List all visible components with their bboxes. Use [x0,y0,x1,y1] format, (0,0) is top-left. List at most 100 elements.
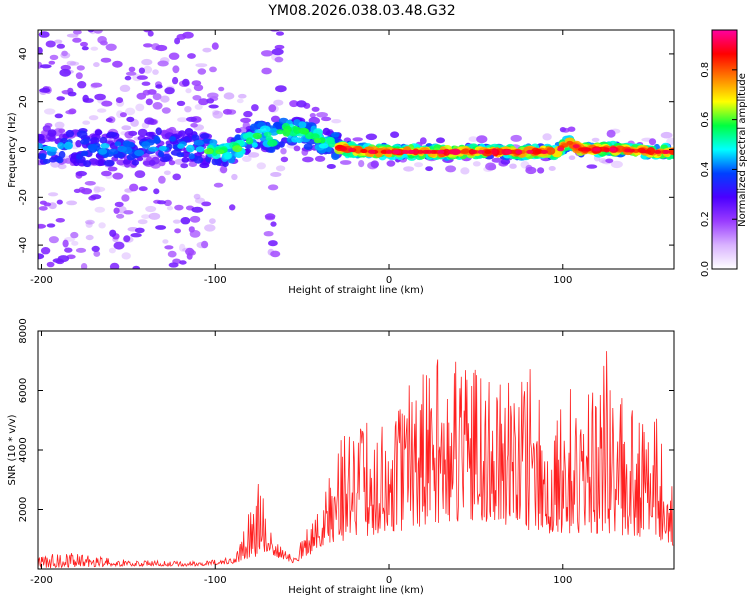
spectrogram-cell [49,157,57,163]
spectrogram-cell [515,149,523,154]
spectrogram-cell [526,149,534,154]
spectrogram-cell [206,98,215,104]
spectrogram-cell [163,199,172,207]
spectrogram-cell [331,132,340,138]
spectrogram-cell [141,58,153,66]
spectrogram-cell [313,138,322,144]
spectrogram-cell [66,33,79,38]
spectrogram-cell [87,30,95,33]
spectrogram-cell [177,143,185,149]
spectrogram-cell [58,150,66,159]
spectrogram-cell [223,92,235,100]
spectrogram-cell [263,131,272,137]
spectrogram-cell [100,57,112,63]
spectrogram-cell [148,212,161,220]
colorbar-tick-label: 0.6 [700,112,711,128]
spectrogram-cell [176,100,186,106]
spectrogram-cell [82,120,91,125]
spectrogram-cell [184,106,192,113]
spectrogram-cell [188,226,195,233]
spectrogram-cell [136,92,147,100]
spectrogram-cell [500,158,511,165]
spectrogram-cell [298,127,309,135]
spectrogram-cell [157,60,169,67]
spectrogram-cell [103,159,115,167]
spectrogram-cell [42,158,51,164]
spectrogram-cell [654,149,662,154]
spectrogram-cell [199,133,210,139]
spectrogram-cell [416,149,424,154]
snr-y-label: SNR (10 * v/v) [7,414,18,485]
y-tick-label: 2000 [18,497,29,522]
spectrogram-cell [147,30,154,37]
spectrogram-cell [188,153,195,160]
spectrogram-cell [386,160,396,167]
spectrogram-cell [201,201,212,207]
spectrogram-cell [42,145,53,151]
spectrogram-cell [71,240,79,246]
spectrogram-cell [121,194,130,202]
spectrogram-cell [72,37,82,43]
spectrogram-cell [177,117,188,123]
spectrogram-cell [80,263,88,269]
colorbar-gradient [712,30,737,269]
y-tick-label: -40 [18,237,29,253]
spectrogram-cell [188,161,197,167]
spectrogram-cell [73,30,82,35]
spectrogram-cell [605,158,614,164]
spectrogram-cell [559,127,567,133]
spectrogram-cell [98,222,106,229]
spectrogram-cell [385,149,393,154]
spectrogram-cell [598,158,608,164]
spectrogram-cell [56,43,65,49]
spectrogram-cell [55,218,65,223]
figure-title: YM08.2026.038.03.48.G32 [267,3,455,19]
spectrogram-cell [54,121,65,129]
spectrogram-cell [172,76,179,85]
spectrogram-cell [130,233,142,238]
spectrogram-cell [185,88,192,94]
spectrogram-cell [76,65,85,71]
spectrogram-cells [38,30,674,269]
spectrogram-cell [193,139,205,146]
spectrogram-cell [510,134,522,142]
spectrogram-cell [190,123,198,128]
spectrogram-cell [168,262,179,268]
spectrogram-cell [181,157,190,163]
spectrogram-cell [75,170,88,177]
spectrogram-cell [94,206,106,213]
spectrogram-cell [264,213,276,220]
spectrogram-cell [90,194,102,200]
spectrogram-cell [73,188,81,193]
spectrogram-cell [189,215,201,223]
spectrogram-cell [80,188,93,195]
spectrogram-cell [107,148,119,155]
x-tick-label: 100 [553,275,572,286]
spectrogram-cell [269,30,280,32]
spectrogram-cell [121,125,132,131]
spectrogram-cell [268,240,278,247]
spectrogram-cell [38,133,45,141]
spectrogram-cell [122,140,131,147]
spectrogram-cell [204,224,216,232]
spectrogram-cell [270,172,282,177]
spectrogram-cell [282,128,291,137]
spectrogram-cell [331,119,342,124]
spectrogram-cell [158,175,166,184]
spectrogram-cell [39,153,47,160]
spectrogram-cell [180,163,189,169]
spectrogram-cell [243,110,253,118]
spectrogram-cell [38,143,44,149]
spectrogram-cell [144,117,155,125]
spectrogram-cell [339,160,352,165]
spectrogram-cell [314,155,326,162]
spectrogram-cell [115,97,124,104]
spectrogram-cell [160,95,170,103]
spectrogram-cell [168,52,180,60]
spectrogram-cell [81,150,89,157]
spectrogram-cell [639,149,647,154]
spectrogram-cell [240,117,252,123]
spectrogram-cell [114,141,122,147]
spectrogram-cell [141,214,151,220]
spectrogram-cell [153,188,160,195]
